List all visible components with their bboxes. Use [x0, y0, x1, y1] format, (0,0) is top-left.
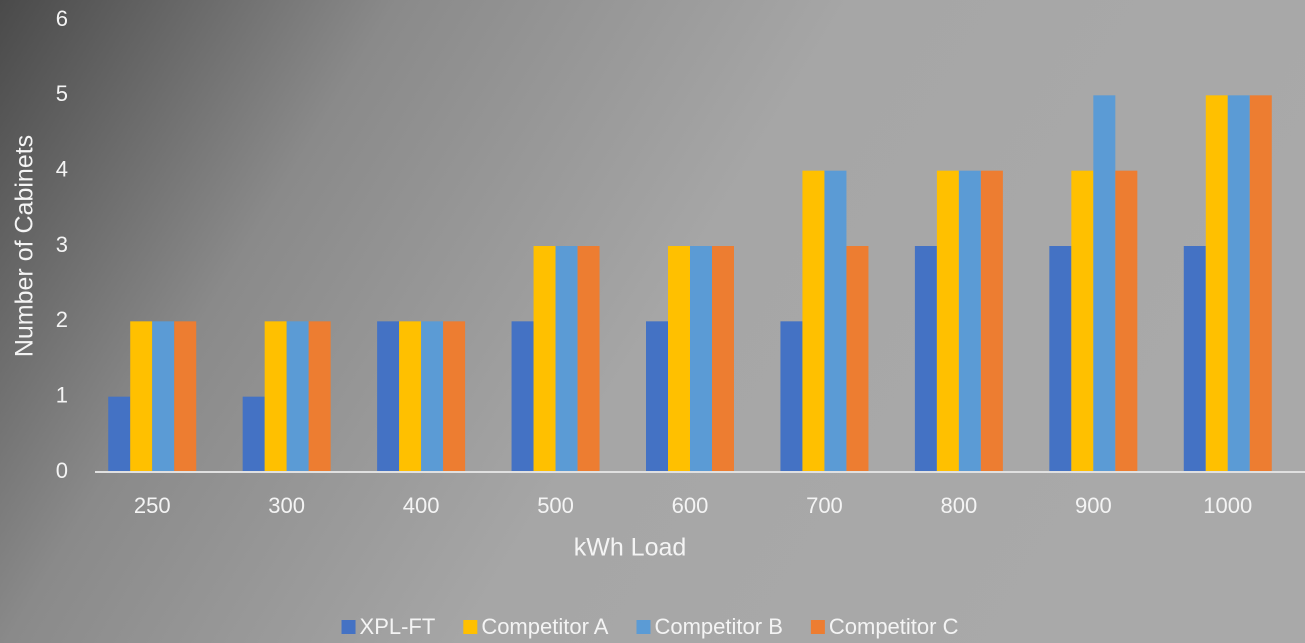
y-tick-label: 3 — [56, 232, 68, 257]
bar — [443, 321, 465, 472]
x-tick-label: 400 — [403, 493, 440, 518]
y-tick-label: 0 — [56, 458, 68, 483]
y-tick-label: 4 — [56, 156, 68, 181]
legend-swatch — [463, 620, 477, 634]
bar — [108, 397, 130, 472]
bar — [1049, 246, 1071, 472]
bar — [1206, 95, 1228, 472]
y-tick-label: 2 — [56, 307, 68, 332]
legend-swatch — [811, 620, 825, 634]
legend-label: Competitor A — [481, 614, 608, 639]
bar — [265, 321, 287, 472]
bar — [399, 321, 421, 472]
legend-swatch — [636, 620, 650, 634]
bar — [1115, 171, 1137, 472]
x-tick-label: 600 — [672, 493, 709, 518]
bar — [152, 321, 174, 472]
bar — [981, 171, 1003, 472]
y-axis-title: Number of Cabinets — [11, 135, 39, 357]
legend-label: XPL-FT — [360, 614, 436, 639]
bar — [377, 321, 399, 472]
bar — [309, 321, 331, 472]
bar — [915, 246, 937, 472]
bar — [1228, 95, 1250, 472]
bar — [1250, 95, 1272, 472]
bar — [668, 246, 690, 472]
bar — [802, 171, 824, 472]
x-tick-label: 500 — [537, 493, 574, 518]
chart: kWh Load Number of Cabinets 0 1 2 3 4 5 6 250 30… — [0, 0, 1305, 643]
bar — [556, 246, 578, 472]
x-tick-label: 900 — [1075, 493, 1112, 518]
x-tick-label: 300 — [268, 493, 305, 518]
y-tick-label: 5 — [56, 81, 68, 106]
x-tick-label: 250 — [134, 493, 171, 518]
bar — [959, 171, 981, 472]
x-axis-title: kWh Load — [574, 534, 687, 562]
bar — [712, 246, 734, 472]
bar — [174, 321, 196, 472]
bar — [1071, 171, 1093, 472]
bar — [1093, 95, 1115, 472]
bar — [130, 321, 152, 472]
bar — [646, 321, 668, 472]
bar — [824, 171, 846, 472]
legend-swatch — [342, 620, 356, 634]
x-tick-label: 800 — [941, 493, 978, 518]
bar — [1184, 246, 1206, 472]
bar — [690, 246, 712, 472]
bar — [534, 246, 556, 472]
bar — [421, 321, 443, 472]
bar — [578, 246, 600, 472]
bar — [512, 321, 534, 472]
bar — [846, 246, 868, 472]
legend-label: Competitor C — [829, 614, 959, 639]
bar — [780, 321, 802, 472]
x-tick-label: 1000 — [1203, 493, 1252, 518]
y-tick-label: 6 — [56, 6, 68, 31]
x-tick-label: 700 — [806, 493, 843, 518]
bar — [937, 171, 959, 472]
y-tick-label: 1 — [56, 382, 68, 407]
bar — [287, 321, 309, 472]
legend-label: Competitor B — [654, 614, 782, 639]
bar — [243, 397, 265, 472]
